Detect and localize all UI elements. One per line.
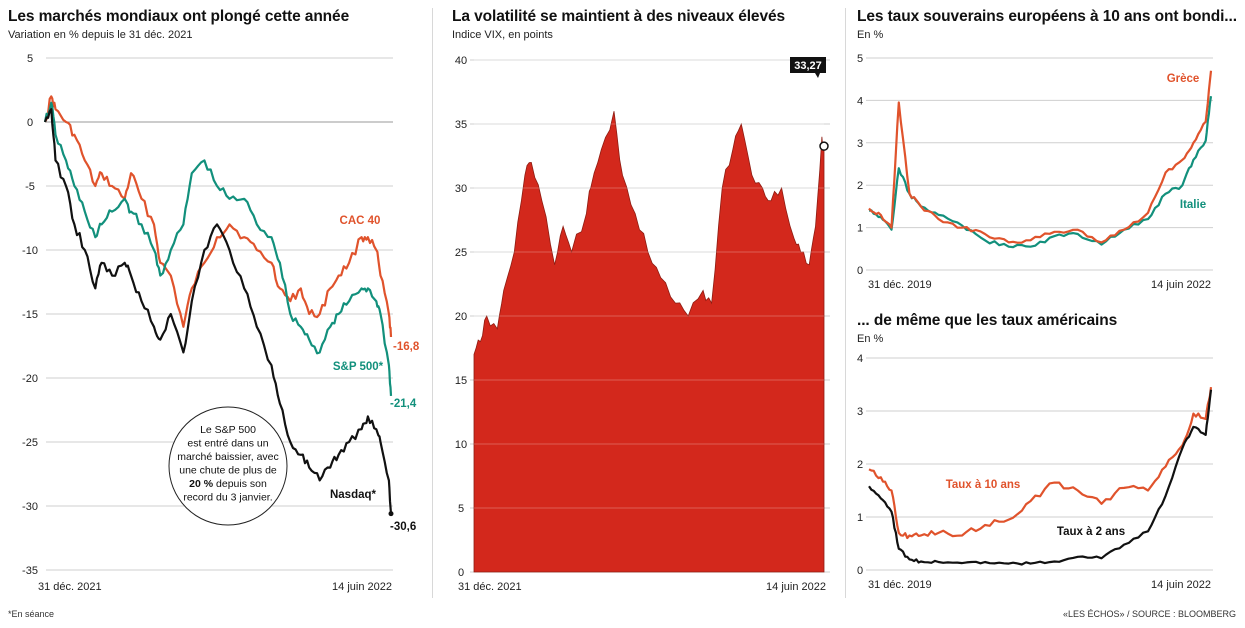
series-label-sp: S&P 500* [333, 361, 384, 373]
chart1-subtitle: Variation en % depuis le 31 déc. 2021 [8, 29, 193, 41]
series-label-cac: CAC 40 [340, 215, 381, 227]
y-tick-c3-5: 0 [857, 265, 863, 277]
x-tick-start-c3: 31 déc. 2019 [868, 279, 932, 291]
series-label-italie: Italie [1180, 199, 1206, 211]
end-dot-nasdaq [388, 511, 394, 517]
footnote: *En séance [8, 609, 55, 619]
separator-left [432, 8, 433, 598]
y-tick-c1-0: 5 [27, 53, 33, 65]
source-credit: «LES ÉCHOS» / SOURCE : BLOOMBERG [1063, 609, 1237, 619]
series-line-nasdaq [43, 108, 393, 514]
chart2-subtitle: Indice VIX, en points [452, 29, 553, 41]
separator-right [845, 8, 846, 598]
annotation-line-3: une chute de plus de [179, 465, 277, 477]
vix-end-marker [819, 141, 829, 151]
y-tick-c1-4: -15 [22, 309, 38, 321]
y-tick-c3-0: 5 [857, 53, 863, 65]
series-label-us2: Taux à 2 ans [1057, 526, 1125, 538]
y-tick-c1-1: 0 [27, 117, 33, 129]
y-tick-c4-3: 1 [857, 512, 863, 524]
annotation-line-1: est entré dans un [187, 438, 268, 450]
y-tick-c1-5: -20 [22, 373, 38, 385]
y-tick-c2-4: 20 [455, 311, 467, 323]
series-label-nasdaq: Nasdaq* [330, 489, 377, 501]
chart3-subtitle: En % [857, 29, 884, 41]
vix-end-value: 33,27 [794, 60, 822, 72]
chart2-title: La volatilité se maintient à des niveaux… [452, 8, 786, 25]
y-tick-c2-5: 15 [455, 375, 467, 387]
series-line-sp [43, 101, 393, 396]
x-tick-start-c1: 31 déc. 2021 [38, 581, 102, 593]
y-tick-c1-7: -30 [22, 501, 38, 513]
series-line-grece [868, 70, 1213, 244]
x-tick-start-c4: 31 déc. 2019 [868, 579, 932, 591]
annotation-line-0: Le S&P 500 [200, 424, 256, 436]
y-tick-c2-0: 40 [455, 55, 467, 67]
series-line-italie [868, 96, 1213, 249]
series-line-us2 [868, 389, 1213, 566]
annotation-circle [168, 406, 288, 526]
vix-end-badge-pointer [815, 73, 820, 78]
y-tick-c2-2: 30 [455, 183, 467, 195]
y-tick-c3-1: 4 [857, 95, 863, 107]
y-tick-c2-1: 35 [455, 119, 467, 131]
vix-area [473, 111, 825, 573]
annotation-line-5: record du 3 janvier. [183, 492, 272, 504]
end-value-sp: -21,4 [390, 398, 417, 410]
x-tick-end-c2: 14 juin 2022 [766, 581, 826, 593]
annotation-line-2: marché baissier, avec [177, 451, 279, 463]
y-tick-c2-6: 10 [455, 439, 467, 451]
y-tick-c1-6: -25 [22, 437, 38, 449]
chart3-title: Les taux souverains européens à 10 ans o… [857, 8, 1237, 25]
chart1-title: Les marchés mondiaux ont plongé cette an… [8, 8, 350, 25]
y-tick-c4-0: 4 [857, 353, 863, 365]
y-tick-c4-4: 0 [857, 565, 863, 577]
x-tick-end-c3: 14 juin 2022 [1151, 279, 1211, 291]
series-line-cac [44, 95, 393, 338]
y-tick-c4-2: 2 [857, 459, 863, 471]
annotation-line-4: 20 % depuis son [189, 478, 267, 490]
y-tick-c2-7: 5 [458, 503, 464, 515]
end-value-cac: -16,8 [393, 341, 420, 353]
series-line-us10 [868, 386, 1213, 540]
y-tick-c1-2: -5 [25, 181, 35, 193]
y-tick-c1-8: -35 [22, 565, 38, 577]
y-tick-c1-3: -10 [22, 245, 38, 257]
x-tick-start-c2: 31 déc. 2021 [458, 581, 522, 593]
y-tick-c2-8: 0 [458, 567, 464, 579]
chart4-title: ... de même que les taux américains [857, 312, 1118, 329]
vix-end-badge [790, 57, 826, 73]
x-tick-end-c1: 14 juin 2022 [332, 581, 392, 593]
series-label-us10: Taux à 10 ans [946, 479, 1021, 491]
y-tick-c3-3: 2 [857, 180, 863, 192]
y-tick-c3-4: 1 [857, 223, 863, 235]
series-label-grece: Grèce [1167, 73, 1200, 85]
end-value-nasdaq: -30,6 [390, 521, 416, 533]
x-tick-end-c4: 14 juin 2022 [1151, 579, 1211, 591]
y-tick-c4-1: 3 [857, 406, 863, 418]
y-tick-c2-3: 25 [455, 247, 467, 259]
y-tick-c3-2: 3 [857, 138, 863, 150]
chart4-subtitle: En % [857, 333, 884, 345]
